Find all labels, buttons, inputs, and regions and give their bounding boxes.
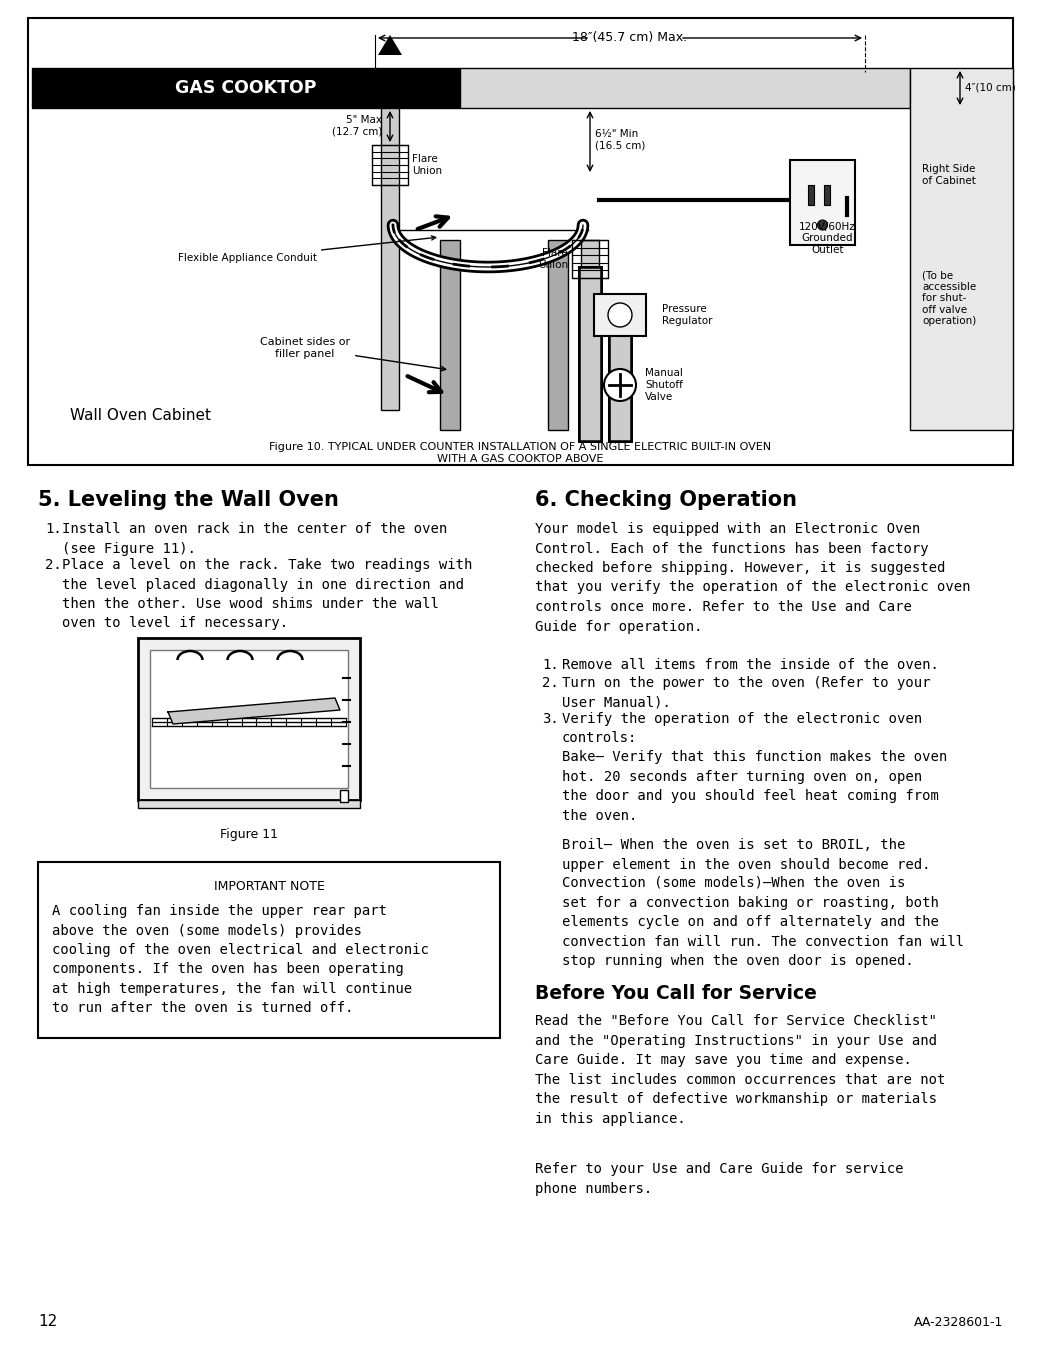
Text: 4″(10 cm): 4″(10 cm) bbox=[965, 84, 1016, 93]
Text: Pressure
Regulator: Pressure Regulator bbox=[662, 304, 712, 326]
Bar bbox=[581, 240, 599, 430]
Text: IMPORTANT NOTE: IMPORTANT NOTE bbox=[213, 880, 325, 893]
Text: Flare
Union: Flare Union bbox=[538, 248, 568, 269]
Text: 3.: 3. bbox=[542, 713, 559, 726]
Text: Turn on the power to the oven (Refer to your
User Manual).: Turn on the power to the oven (Refer to … bbox=[562, 676, 931, 710]
Text: 5" Max
(12.7 cm): 5" Max (12.7 cm) bbox=[332, 116, 382, 137]
Bar bbox=[150, 651, 348, 788]
Text: Your model is equipped with an Electronic Oven
Control. Each of the functions ha: Your model is equipped with an Electroni… bbox=[535, 523, 970, 633]
Text: Cabinet sides or
filler panel: Cabinet sides or filler panel bbox=[260, 337, 446, 370]
Text: Flexible Appliance Conduit: Flexible Appliance Conduit bbox=[178, 236, 436, 263]
Text: Right Side
of Cabinet: Right Side of Cabinet bbox=[922, 164, 975, 186]
Bar bbox=[39, 862, 500, 1039]
Text: Convection (some models)–When the oven is
set for a convection baking or roastin: Convection (some models)–When the oven i… bbox=[562, 876, 964, 968]
Text: 6½" Min
(16.5 cm): 6½" Min (16.5 cm) bbox=[595, 129, 645, 151]
Text: Verify the operation of the electronic oven
controls:: Verify the operation of the electronic o… bbox=[562, 713, 922, 745]
Text: Bake– Verify that this function makes the oven
hot. 20 seconds after turning ove: Bake– Verify that this function makes th… bbox=[562, 750, 947, 823]
Bar bbox=[440, 240, 460, 430]
Text: 2.: 2. bbox=[542, 676, 559, 690]
Bar bbox=[28, 18, 1013, 465]
Text: 120V/60Hz
Grounded
Outlet: 120V/60Hz Grounded Outlet bbox=[799, 222, 856, 255]
Bar bbox=[790, 160, 855, 245]
Text: Flare
Union: Flare Union bbox=[412, 154, 442, 176]
Text: Refer to your Use and Care Guide for service
phone numbers.: Refer to your Use and Care Guide for ser… bbox=[535, 1162, 904, 1196]
Text: 6. Checking Operation: 6. Checking Operation bbox=[535, 490, 797, 511]
Text: Install an oven rack in the center of the oven
(see Figure 11).: Install an oven rack in the center of th… bbox=[62, 523, 448, 555]
Text: Manual
Shutoff
Valve: Manual Shutoff Valve bbox=[645, 368, 683, 401]
Text: A cooling fan inside the upper rear part
above the oven (some models) provides
c: A cooling fan inside the upper rear part… bbox=[52, 904, 429, 1016]
Text: Read the "Before You Call for Service Checklist"
and the "Operating Instructions: Read the "Before You Call for Service Ch… bbox=[535, 1014, 945, 1126]
Circle shape bbox=[608, 303, 632, 327]
Bar bbox=[548, 240, 568, 430]
Text: Broil– When the oven is set to BROIL, the
upper element in the oven should becom: Broil– When the oven is set to BROIL, th… bbox=[562, 838, 931, 872]
Text: Figure 11: Figure 11 bbox=[220, 828, 278, 841]
Bar bbox=[460, 67, 910, 108]
Bar bbox=[138, 800, 360, 808]
Bar bbox=[824, 185, 830, 205]
Text: 5. Leveling the Wall Oven: 5. Leveling the Wall Oven bbox=[39, 490, 339, 511]
Bar bbox=[32, 67, 460, 108]
Text: 1.: 1. bbox=[45, 523, 61, 536]
Polygon shape bbox=[168, 698, 340, 723]
Polygon shape bbox=[378, 35, 402, 55]
Text: WITH A GAS COOKTOP ABOVE: WITH A GAS COOKTOP ABOVE bbox=[437, 454, 603, 463]
Bar bbox=[372, 145, 408, 185]
Text: GAS COOKTOP: GAS COOKTOP bbox=[175, 79, 316, 97]
Text: Figure 10. TYPICAL UNDER COUNTER INSTALLATION OF A SINGLE ELECTRIC BUILT-IN OVEN: Figure 10. TYPICAL UNDER COUNTER INSTALL… bbox=[269, 442, 771, 453]
Bar bbox=[808, 185, 814, 205]
Bar bbox=[910, 67, 1013, 430]
Text: Before You Call for Service: Before You Call for Service bbox=[535, 985, 817, 1004]
Bar bbox=[138, 638, 360, 800]
Text: AA-2328601-1: AA-2328601-1 bbox=[914, 1316, 1002, 1328]
Text: 2.: 2. bbox=[45, 558, 61, 572]
Circle shape bbox=[817, 220, 828, 230]
Text: Remove all items from the inside of the oven.: Remove all items from the inside of the … bbox=[562, 657, 939, 672]
Bar bbox=[340, 789, 348, 801]
Text: 18″(45.7 cm) Max.: 18″(45.7 cm) Max. bbox=[573, 31, 687, 44]
Bar bbox=[594, 294, 646, 335]
Bar bbox=[572, 240, 608, 277]
Text: 12: 12 bbox=[39, 1315, 57, 1329]
Text: (To be
accessible
for shut-
off valve
operation): (To be accessible for shut- off valve op… bbox=[922, 269, 976, 326]
Text: 1.: 1. bbox=[542, 657, 559, 672]
Text: Place a level on the rack. Take two readings with
the level placed diagonally in: Place a level on the rack. Take two read… bbox=[62, 558, 473, 630]
Text: Wall Oven Cabinet: Wall Oven Cabinet bbox=[70, 408, 211, 423]
Circle shape bbox=[604, 369, 636, 401]
Bar bbox=[381, 108, 399, 409]
